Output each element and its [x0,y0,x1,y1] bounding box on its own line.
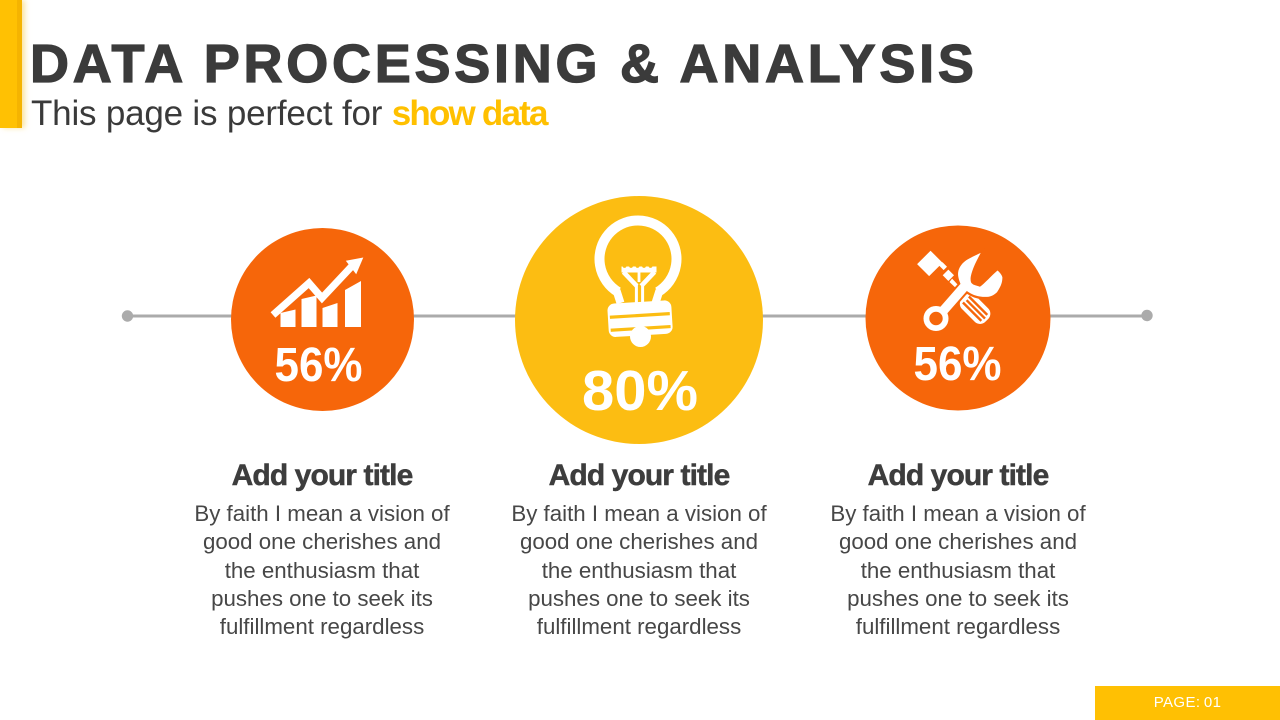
svg-text:56%: 56% [275,338,363,392]
svg-text:56%: 56% [914,337,1002,391]
svg-text:80%: 80% [582,359,698,423]
